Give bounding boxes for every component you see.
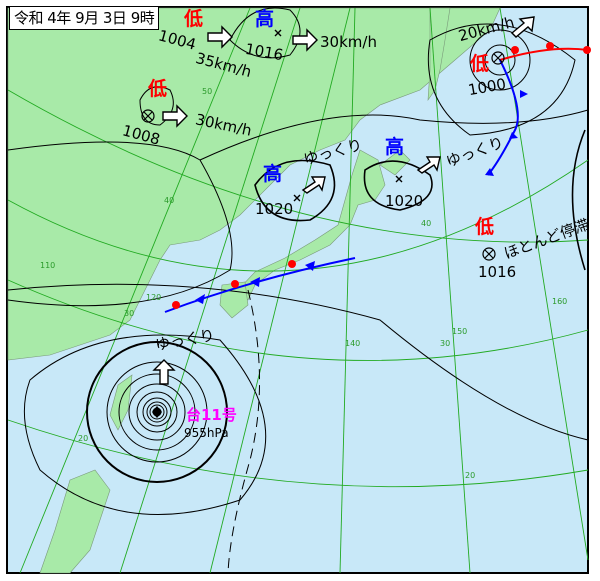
lat-label: 30	[124, 309, 135, 318]
isobar	[7, 283, 589, 441]
low-label: 低	[148, 78, 168, 100]
pressure-label: 1020	[255, 200, 294, 218]
speed-label: 30km/h	[320, 33, 377, 51]
isobar	[23, 334, 267, 515]
lon-label: 110	[40, 261, 56, 270]
lon-label: 150	[452, 327, 468, 336]
lat-label: 30	[440, 339, 451, 348]
low-label: 低	[184, 8, 204, 30]
isobar	[571, 129, 586, 271]
high-label: 高	[255, 8, 275, 30]
low-label: 低	[470, 53, 490, 75]
graticule	[7, 7, 589, 574]
lon-label: 140	[345, 339, 361, 348]
lon-label: 160	[552, 297, 568, 306]
high-label: 高	[263, 163, 283, 185]
pressure-label: 1016	[478, 263, 517, 281]
land	[7, 7, 501, 574]
warm-front-marks	[172, 260, 296, 309]
lat-label: 50	[202, 87, 213, 96]
warm-front-marks	[511, 42, 591, 54]
map-datetime-title: 令和 4年 9月 3日 9時	[9, 6, 160, 30]
isobar	[484, 44, 516, 76]
typhoon-pressure-label: 955hPa	[184, 426, 229, 440]
isobars	[7, 7, 589, 574]
hokkaido	[379, 149, 411, 176]
typhoon-center-icon	[152, 406, 162, 418]
movement-arrow-icon	[152, 16, 535, 385]
cold-front	[487, 59, 519, 176]
low-label: 低	[475, 216, 495, 238]
lat-label: 40	[421, 219, 432, 228]
isobar	[254, 159, 336, 222]
lat-label: 20	[465, 471, 476, 480]
japan-honshu	[237, 149, 386, 301]
asia-mainland	[7, 7, 501, 361]
isobar	[7, 141, 233, 307]
typhoon-name-label: 台11号	[186, 406, 237, 424]
high-center-x-icon	[274, 29, 403, 202]
philippines	[39, 469, 111, 574]
cold-front-marks	[485, 90, 528, 176]
lat-label: 40	[164, 196, 175, 205]
isobar-dashed	[227, 289, 260, 574]
lat-label: 20	[78, 434, 89, 443]
isobar	[363, 160, 433, 211]
low-center-icon	[141, 51, 505, 261]
isobar	[427, 23, 576, 136]
isobar	[199, 109, 589, 161]
lon-label: 120	[146, 293, 162, 302]
isobar	[86, 341, 228, 483]
isobar	[469, 29, 531, 91]
warm-front	[499, 47, 589, 61]
isobar	[229, 7, 301, 59]
pressure-label: 1020	[385, 192, 424, 210]
high-label: 高	[385, 136, 405, 158]
cold-front-marks	[195, 261, 315, 304]
typhoon-isobars	[86, 341, 228, 483]
